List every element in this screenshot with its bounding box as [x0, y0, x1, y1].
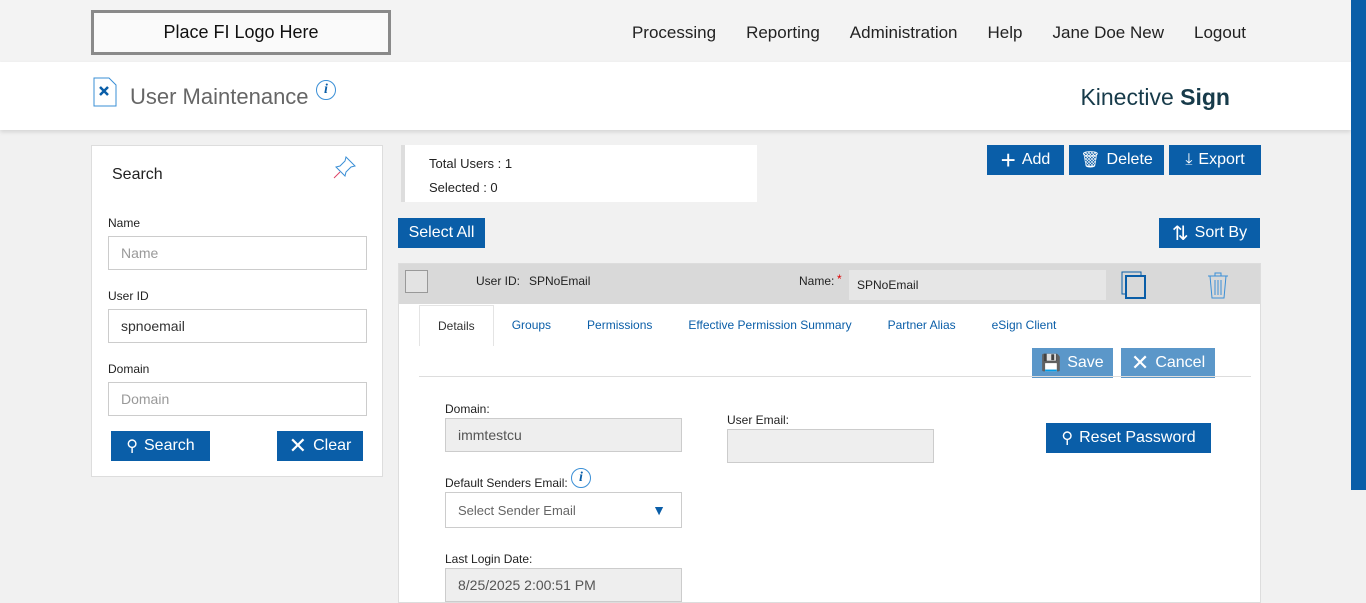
required-marker: * [837, 272, 842, 286]
trash-icon[interactable] [1207, 271, 1229, 299]
sort-label: Sort By [1194, 224, 1248, 241]
cancel-label: Cancel [1155, 354, 1206, 371]
user-tabs: Details Groups Permissions Effective Per… [419, 305, 1074, 346]
tab-partner-alias[interactable]: Partner Alias [887, 318, 956, 332]
page-title: User Maintenance [130, 84, 309, 109]
reset-password-label: Reset Password [1079, 429, 1196, 446]
search-button[interactable]: ⚲ Search [111, 431, 210, 461]
totals-box: Total Users : 1 Selected : 0 [401, 145, 757, 202]
last-login-field: 8/25/2025 2:00:51 PM [445, 568, 682, 602]
add-label: Add [1021, 151, 1051, 168]
clear-button[interactable]: ✕ Clear [277, 431, 363, 461]
select-all-button[interactable]: Select All [398, 218, 485, 248]
domain-field: immtestcu [445, 418, 682, 452]
name-label: Name [108, 216, 141, 230]
tab-permissions[interactable]: Permissions [587, 318, 653, 332]
clear-button-label: Clear [313, 437, 352, 454]
brand-bold: Sign [1180, 84, 1230, 110]
default-senders-email-label: Default Senders Email: [445, 476, 568, 490]
sort-by-button[interactable]: ⇅ Sort By [1159, 218, 1260, 248]
total-users: Total Users : 1 [429, 156, 513, 171]
userid-label: User ID [108, 289, 149, 303]
sort-icon: ⇅ [1171, 222, 1189, 245]
divider [419, 376, 1251, 377]
plus-icon: + [1000, 144, 1016, 175]
nav-user[interactable]: Jane Doe New [1052, 23, 1164, 42]
tab-groups[interactable]: Groups [511, 318, 552, 332]
userid-label: User ID: [476, 274, 521, 288]
search-button-label: Search [144, 437, 195, 454]
close-icon: ✕ [1130, 350, 1150, 375]
sender-email-select[interactable]: Select Sender Email ▼ [445, 492, 682, 528]
download-icon: ⤓ [1185, 151, 1193, 168]
cancel-button[interactable]: ✕ Cancel [1121, 348, 1215, 378]
nav-help[interactable]: Help [987, 23, 1023, 42]
save-button[interactable]: 💾 Save [1032, 348, 1113, 378]
tab-effective-permission-summary[interactable]: Effective Permission Summary [688, 318, 852, 332]
user-email-field[interactable] [727, 429, 934, 463]
tab-esign-client[interactable]: eSign Client [991, 318, 1057, 332]
fi-logo-placeholder: Place FI Logo Here [91, 10, 391, 55]
export-label: Export [1198, 151, 1245, 168]
select-user-checkbox[interactable] [405, 270, 428, 293]
save-label: Save [1067, 354, 1104, 371]
userid-value: SPNoEmail [529, 274, 591, 288]
name-label: Name: [799, 274, 835, 288]
pin-icon[interactable] [332, 154, 358, 180]
nav-logout[interactable]: Logout [1194, 23, 1246, 42]
sender-email-placeholder: Select Sender Email [458, 502, 576, 518]
search-panel: Search Name Name User ID spnoemail Domai… [91, 145, 383, 477]
userid-input[interactable]: spnoemail [108, 309, 367, 343]
chevron-down-icon: ▼ [652, 502, 666, 518]
scrollbar[interactable] [1351, 0, 1366, 490]
main-nav: Processing Reporting Administration Help… [632, 23, 1246, 43]
nav-processing[interactable]: Processing [631, 23, 717, 42]
user-row-header: User ID: SPNoEmail Name: * SPNoEmail [399, 264, 1260, 304]
name-input[interactable]: SPNoEmail [849, 270, 1106, 300]
user-maintenance-icon [93, 77, 117, 107]
domain-input[interactable]: Domain [108, 382, 367, 416]
delete-label: Delete [1106, 151, 1153, 168]
name-input[interactable]: Name [108, 236, 367, 270]
reset-password-button[interactable]: ⚲ Reset Password [1046, 423, 1211, 453]
tab-details[interactable]: Details [419, 305, 494, 346]
save-icon: 💾 [1041, 355, 1062, 372]
nav-reporting[interactable]: Reporting [746, 23, 820, 42]
close-icon: ✕ [288, 433, 308, 458]
search-icon: ⚲ [126, 438, 138, 455]
last-login-label: Last Login Date: [445, 552, 533, 566]
domain-label: Domain [108, 362, 150, 376]
page-header: User Maintenance i Kinective Sign [0, 62, 1351, 130]
info-icon[interactable]: i [571, 468, 591, 488]
trash-icon: 🗑 [1080, 152, 1101, 169]
add-button[interactable]: + Add [987, 145, 1064, 175]
search-title: Search [112, 166, 163, 183]
user-email-label: User Email: [727, 413, 790, 427]
key-icon: ⚲ [1061, 430, 1074, 447]
delete-button[interactable]: 🗑 Delete [1069, 145, 1164, 175]
top-bar: Place FI Logo Here Processing Reporting … [0, 0, 1366, 62]
info-icon[interactable]: i [316, 80, 336, 100]
nav-administration[interactable]: Administration [849, 23, 958, 42]
copy-icon[interactable] [1121, 271, 1147, 299]
selected-count: Selected : 0 [429, 180, 498, 195]
domain-label: Domain: [445, 402, 490, 416]
brand-light: Kinective [1080, 84, 1174, 110]
brand-logo: Kinective Sign [1080, 84, 1230, 111]
export-button[interactable]: ⤓ Export [1169, 145, 1261, 175]
user-card: User ID: SPNoEmail Name: * SPNoEmail Det… [398, 263, 1261, 603]
